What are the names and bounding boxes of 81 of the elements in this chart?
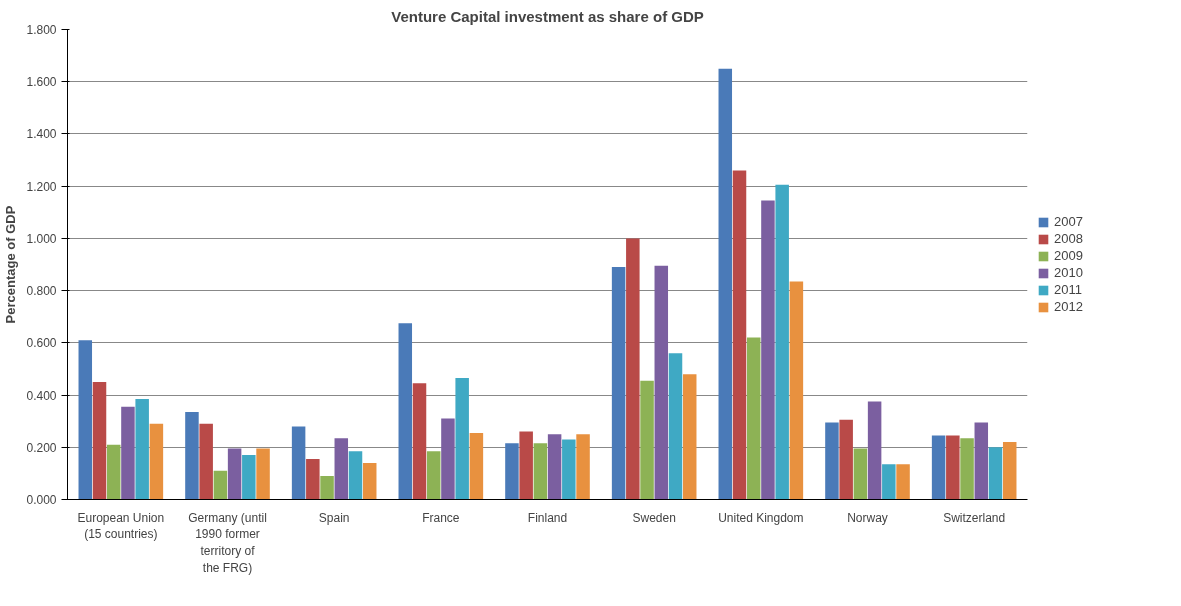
x-tick-label: Spain xyxy=(318,510,350,525)
bar xyxy=(519,431,533,500)
legend-label: 2011 xyxy=(1054,282,1082,297)
bar xyxy=(654,265,669,500)
legend-label: 2009 xyxy=(1054,248,1083,263)
y-tick-label: 1.800 xyxy=(26,23,57,37)
legend-label: 2012 xyxy=(1054,299,1083,314)
legend-label: 2010 xyxy=(1054,265,1083,280)
bar xyxy=(974,422,989,500)
x-tick-label: European Union (15 countries) xyxy=(77,510,165,542)
x-tick-label: United Kingdom xyxy=(718,510,804,525)
bar xyxy=(682,374,697,500)
bar xyxy=(946,435,960,500)
bar xyxy=(242,455,256,500)
bar xyxy=(1002,442,1017,500)
bar xyxy=(960,438,974,500)
legend-label: 2008 xyxy=(1054,231,1083,246)
bar xyxy=(562,439,576,500)
chart-title: Venture Capital investment as share of GDP xyxy=(391,7,704,25)
legend-label: 2007 xyxy=(1054,214,1083,229)
y-tick-label: 0.400 xyxy=(26,388,57,403)
bar xyxy=(149,423,164,500)
bar xyxy=(718,68,733,500)
bar xyxy=(626,238,640,500)
y-tick-label: 0.200 xyxy=(26,440,57,455)
bar xyxy=(839,419,853,500)
bar xyxy=(988,447,1003,500)
bar xyxy=(469,432,484,500)
bar xyxy=(320,476,334,500)
bar xyxy=(92,382,107,500)
y-tick-label: 1.200 xyxy=(26,179,57,194)
x-tick-label: Norway xyxy=(847,510,888,525)
x-tick-label: Germany (until 1990 former territory of the FRG) xyxy=(188,510,267,575)
bar xyxy=(611,267,626,500)
bar xyxy=(362,462,377,500)
bar xyxy=(291,426,306,500)
y-tick-label: 1.400 xyxy=(26,127,57,142)
bar xyxy=(306,459,320,500)
bar xyxy=(199,423,213,500)
bar xyxy=(348,451,363,500)
y-axis-title: Percentage of GDP xyxy=(3,205,19,324)
bar xyxy=(640,380,654,500)
bar xyxy=(896,464,910,500)
x-tick-label: Sweden xyxy=(632,510,676,525)
bar xyxy=(547,434,562,500)
bar xyxy=(732,170,747,500)
bar xyxy=(746,337,761,500)
bar xyxy=(867,401,882,500)
bar xyxy=(334,438,349,500)
y-tick-label: 0.000 xyxy=(26,493,57,507)
y-tick-label: 0.800 xyxy=(26,284,57,299)
bar xyxy=(505,443,519,500)
bar xyxy=(121,406,135,500)
bar xyxy=(775,184,789,500)
bar xyxy=(78,340,93,500)
bar xyxy=(853,448,868,500)
bar xyxy=(441,418,455,500)
y-tick-label: 1.600 xyxy=(26,75,57,90)
bar xyxy=(426,451,441,500)
bar xyxy=(398,323,413,500)
bar xyxy=(106,444,121,500)
y-tick-label: 1.000 xyxy=(26,231,57,246)
bar xyxy=(135,398,149,500)
bar xyxy=(761,200,775,500)
bar xyxy=(825,422,839,500)
x-tick-label: France xyxy=(422,510,460,525)
bar xyxy=(882,464,896,500)
bar xyxy=(789,281,804,500)
bar xyxy=(227,448,242,500)
x-tick-label: Finland xyxy=(527,510,568,525)
bar xyxy=(412,383,427,500)
bar xyxy=(576,434,590,500)
bar xyxy=(455,378,469,500)
bar xyxy=(668,353,683,500)
bar xyxy=(931,435,946,500)
bar xyxy=(533,443,548,500)
bar xyxy=(213,470,228,500)
bar xyxy=(256,448,270,500)
x-tick-label: Switzerland xyxy=(943,510,1006,525)
y-tick-label: 0.600 xyxy=(26,336,57,351)
bar xyxy=(185,412,199,500)
